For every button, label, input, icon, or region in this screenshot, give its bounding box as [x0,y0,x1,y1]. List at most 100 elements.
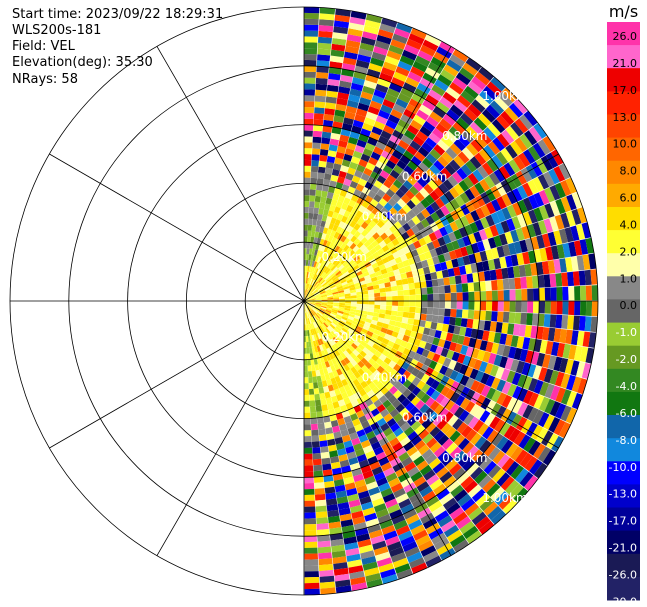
velocity-gate [392,251,400,259]
velocity-gate [344,262,351,269]
velocity-gate [387,271,395,278]
velocity-gate [304,136,313,143]
velocity-gate [338,322,345,328]
velocity-gate [503,425,516,440]
velocity-gate [384,390,393,400]
velocity-gate [380,305,387,310]
velocity-gate [554,371,565,387]
velocity-gate [316,345,321,352]
velocity-gate [445,442,458,455]
velocity-gate [511,188,523,202]
velocity-gate [378,562,395,573]
velocity-gate [326,318,333,324]
velocity-gate [307,224,313,231]
velocity-gate [389,184,399,194]
velocity-gate [356,139,367,148]
velocity-gate [317,214,323,221]
velocity-gate [457,353,466,364]
velocity-gate [304,430,312,437]
velocity-gate [308,317,312,324]
velocity-gate [377,317,385,323]
velocity-gate [454,218,464,230]
velocity-gate [353,230,361,239]
velocity-gate [335,412,344,420]
velocity-gate [436,171,448,183]
velocity-gate [530,161,543,177]
velocity-gate [307,318,311,324]
velocity-gate [418,274,426,282]
velocity-gate [372,540,387,551]
velocity-gate [309,323,312,330]
velocity-gate [375,115,388,125]
velocity-gate [352,119,364,129]
velocity-gate [544,383,555,399]
velocity-gate [353,238,361,246]
velocity-gate [310,310,315,316]
velocity-gate [356,303,363,308]
velocity-gate [305,312,308,319]
velocity-gate [368,212,377,221]
velocity-gate [361,287,368,292]
velocity-gate [453,489,468,502]
velocity-gate [572,271,580,286]
velocity-gate [314,488,325,495]
velocity-gate [464,502,480,516]
velocity-gate [390,422,401,433]
velocity-gate [343,244,350,252]
velocity-gate [556,244,565,259]
velocity-gate [371,94,385,105]
velocity-gate [468,484,482,498]
velocity-gate [395,525,411,536]
velocity-gate [494,96,509,111]
velocity-gate [330,132,341,141]
velocity-gate [436,419,448,431]
velocity-gate [316,66,329,73]
velocity-gate [307,265,310,272]
velocity-gate [448,231,457,242]
velocity-gate [307,305,313,310]
velocity-gate [309,302,316,305]
velocity-gate [460,318,468,328]
velocity-gate [403,150,414,161]
velocity-gate [336,272,343,278]
velocity-gate [358,415,368,424]
velocity-gate [440,396,450,408]
velocity-gate [490,487,505,502]
velocity-gate [375,390,384,400]
velocity-gate [406,38,422,50]
velocity-gate [461,147,474,160]
velocity-gate [511,216,522,230]
velocity-gate [437,155,449,168]
velocity-gate [414,439,426,451]
velocity-gate [367,106,380,116]
velocity-gate [401,49,417,61]
velocity-gate [454,275,462,285]
velocity-gate [308,293,314,298]
velocity-gate [515,360,525,374]
velocity-gate [320,305,327,309]
velocity-gate [325,102,336,110]
velocity-gate [383,413,393,423]
velocity-gate [425,314,433,322]
velocity-gate [458,364,468,375]
velocity-gate [372,224,381,233]
velocity-gate [311,287,316,292]
velocity-gate [355,312,362,317]
velocity-gate [408,312,416,319]
velocity-gate [507,266,515,279]
velocity-gate [377,373,386,382]
velocity-gate [355,309,362,314]
velocity-gate [393,427,404,438]
velocity-gate [309,278,313,285]
velocity-gate [421,141,434,153]
velocity-gate [350,505,363,514]
velocity-gate [492,468,506,483]
velocity-gate [312,340,317,347]
velocity-gate [500,179,512,194]
velocity-gate [346,354,354,362]
colorbar-tick-label: 8.0 [620,165,638,178]
velocity-gate [336,213,344,221]
velocity-gate [345,301,351,304]
velocity-gate [361,229,369,237]
velocity-gate [358,178,368,187]
